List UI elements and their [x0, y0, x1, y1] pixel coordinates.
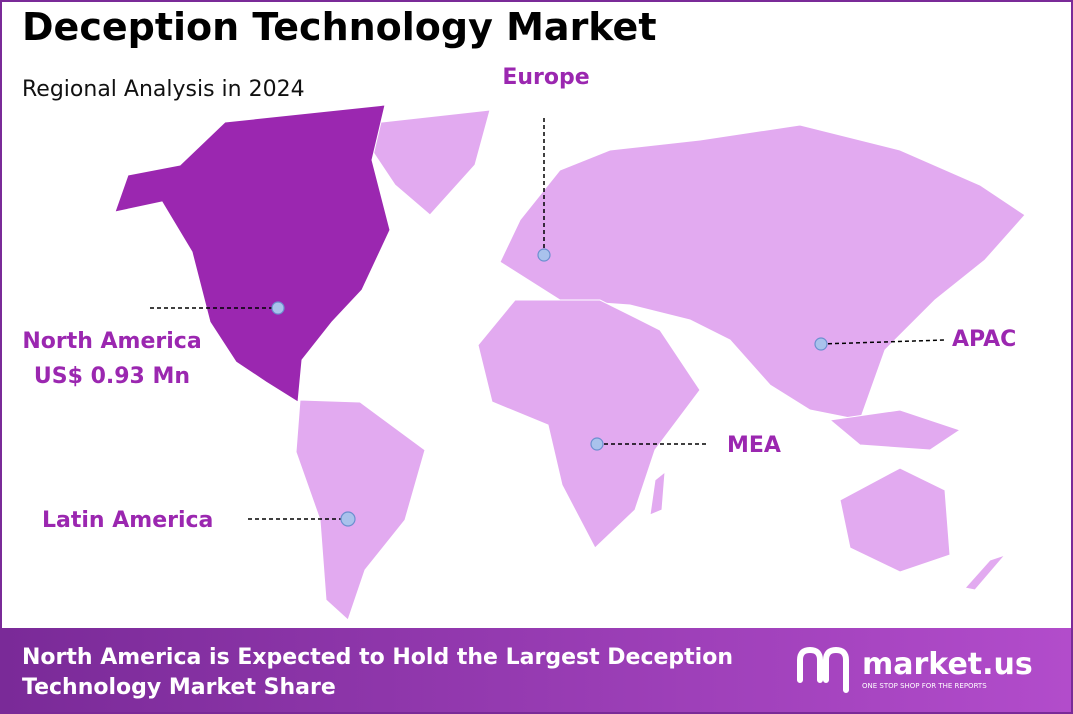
footer-text: Technology Market Share [22, 675, 336, 700]
region-marker [271, 301, 285, 315]
region-marker [340, 511, 356, 527]
region-marker [537, 248, 551, 262]
region-label: MEA [727, 433, 781, 458]
eurasia [499, 124, 1026, 421]
logo-tagline: ONE STOP SHOP FOR THE REPORTS [862, 682, 987, 690]
greenland [354, 109, 491, 216]
south-america [295, 399, 426, 621]
footer-text: North America is Expected to Hold the La… [22, 645, 733, 670]
callouts: North America US$ 0.93 Mn Europe APAC ME… [22, 65, 1016, 533]
logo-mark [797, 646, 849, 693]
southeast-asia [828, 409, 962, 451]
logo: market.us ONE STOP SHOP FOR THE REPORTS [797, 646, 1033, 693]
madagascar [649, 470, 666, 516]
subtitle: Regional Analysis in 2024 [22, 77, 305, 102]
region-label: Europe [502, 65, 589, 90]
region-marker [814, 337, 828, 351]
region-label: APAC [952, 327, 1016, 352]
africa [477, 299, 701, 549]
region-label: North America [22, 329, 201, 354]
region-value: US$ 0.93 Mn [34, 364, 190, 389]
new-zealand [964, 553, 1007, 591]
region-label: Latin America [42, 508, 213, 533]
world-map [114, 104, 1026, 621]
logo-name: market.us [862, 647, 1033, 682]
australia [839, 467, 951, 573]
north-america [114, 104, 391, 403]
region-marker [590, 437, 604, 451]
title: Deception Technology Market [22, 5, 657, 49]
footer-band [2, 628, 1071, 712]
